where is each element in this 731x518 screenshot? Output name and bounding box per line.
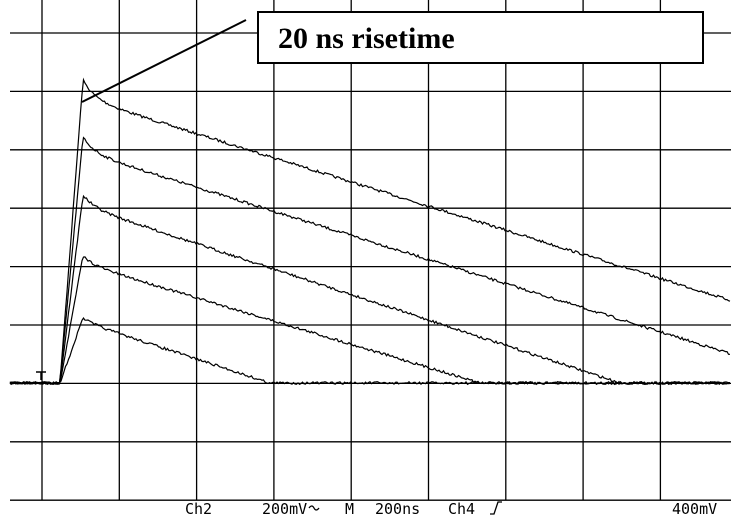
traces — [9, 77, 731, 386]
trace — [9, 194, 731, 386]
status-text: Ch2 — [185, 500, 212, 518]
trace — [9, 136, 730, 385]
status-text: 200mV — [262, 500, 307, 518]
trace — [9, 77, 731, 386]
status-text: Ch4 — [448, 500, 475, 518]
status-text: M — [345, 500, 354, 518]
status-text: 400mV — [672, 500, 717, 518]
slope-icon — [490, 501, 502, 515]
status-text: 200ns — [375, 500, 420, 518]
callout-line — [81, 19, 247, 103]
graticule — [10, 0, 731, 501]
annotation: 20 ns risetime — [278, 22, 455, 55]
coupling-icon — [308, 505, 320, 511]
trace — [9, 317, 731, 386]
annotation-box — [257, 11, 704, 64]
